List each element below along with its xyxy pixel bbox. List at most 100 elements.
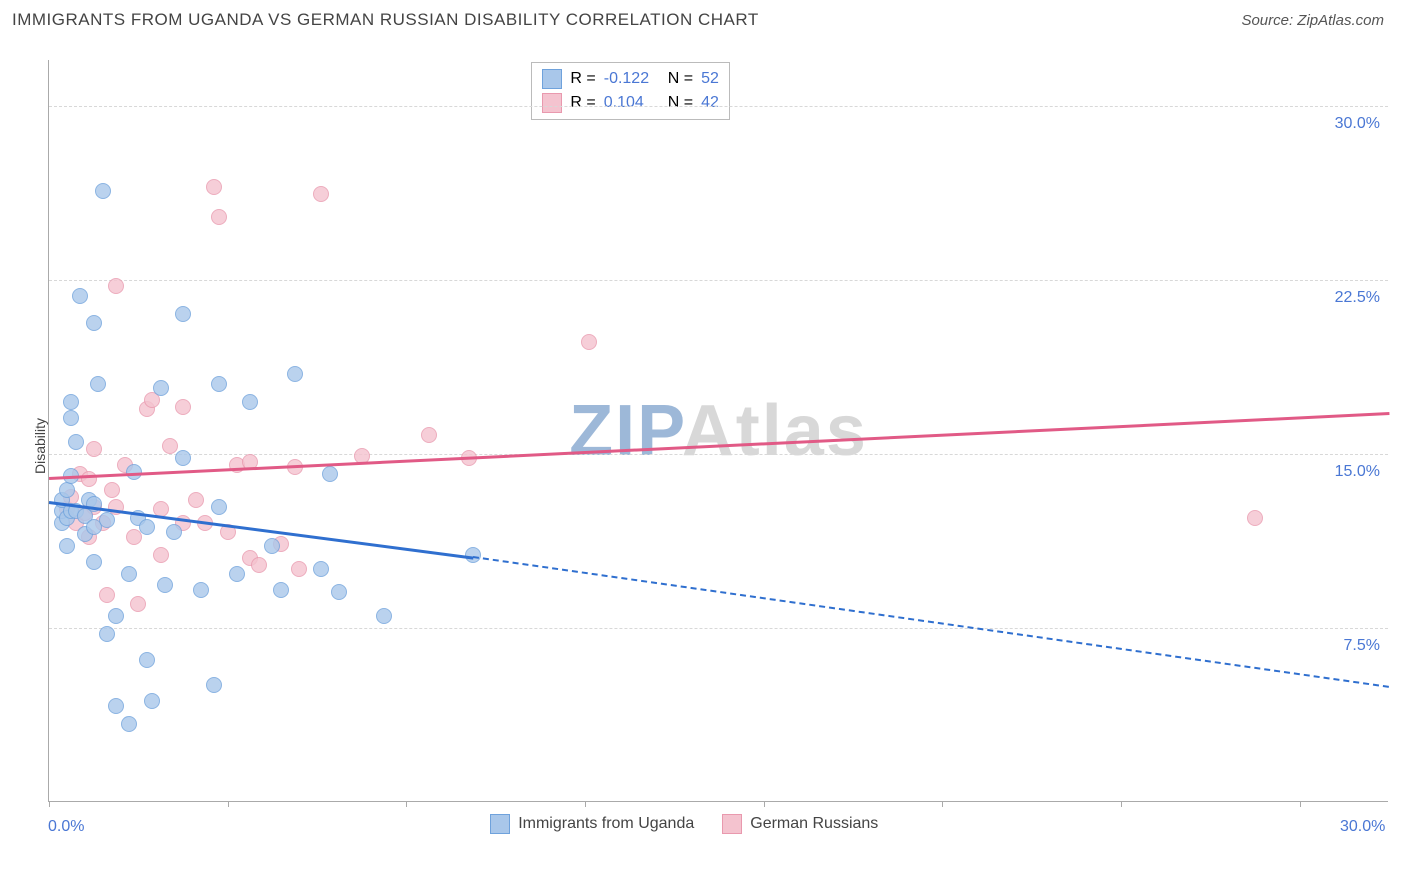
data-point <box>291 561 307 577</box>
r-value: 0.104 <box>604 94 660 112</box>
data-point <box>108 608 124 624</box>
legend-swatch <box>542 69 562 89</box>
data-point <box>68 434 84 450</box>
stats-legend-row: R = 0.104 N = 42 <box>542 91 718 115</box>
legend-swatch <box>542 93 562 113</box>
watermark: ZIPAtlas <box>569 390 868 472</box>
x-tick <box>228 801 229 807</box>
data-point <box>229 566 245 582</box>
data-point <box>211 376 227 392</box>
data-point <box>81 471 97 487</box>
legend-swatch <box>722 814 742 834</box>
legend-swatch <box>490 814 510 834</box>
x-axis-min-label: 0.0% <box>48 818 84 836</box>
data-point <box>121 716 137 732</box>
gridline <box>49 106 1388 107</box>
data-point <box>139 519 155 535</box>
data-point <box>104 482 120 498</box>
x-tick <box>406 801 407 807</box>
data-point <box>130 596 146 612</box>
data-point <box>144 693 160 709</box>
trend-line <box>49 501 474 559</box>
data-point <box>108 278 124 294</box>
data-point <box>193 582 209 598</box>
data-point <box>175 450 191 466</box>
data-point <box>331 584 347 600</box>
legend-item: German Russians <box>722 814 878 834</box>
stats-legend: R = -0.122 N = 52 R = 0.104 N = 42 <box>531 62 729 120</box>
data-point <box>90 376 106 392</box>
data-point <box>72 288 88 304</box>
x-tick <box>1121 801 1122 807</box>
trend-line-extrapolated <box>473 556 1389 688</box>
r-label: R = <box>570 94 595 112</box>
data-point <box>99 512 115 528</box>
x-axis-max-label: 30.0% <box>1340 818 1385 836</box>
data-point <box>264 538 280 554</box>
data-point <box>175 306 191 322</box>
y-tick-label: 30.0% <box>1335 115 1380 133</box>
data-point <box>322 466 338 482</box>
n-label: N = <box>668 70 693 88</box>
trend-line <box>49 412 1389 479</box>
data-point <box>86 441 102 457</box>
x-tick <box>942 801 943 807</box>
data-point <box>166 524 182 540</box>
data-point <box>273 582 289 598</box>
data-point <box>242 394 258 410</box>
data-point <box>86 554 102 570</box>
gridline <box>49 280 1388 281</box>
data-point <box>251 557 267 573</box>
data-point <box>59 538 75 554</box>
data-point <box>1247 510 1263 526</box>
r-value: -0.122 <box>604 70 660 88</box>
data-point <box>153 380 169 396</box>
data-point <box>376 608 392 624</box>
plot-container: ZIPAtlas R = -0.122 N = 52 R = 0.104 N = 42 7.5… <box>48 60 1388 802</box>
chart-title: IMMIGRANTS FROM UGANDA VS GERMAN RUSSIAN… <box>12 10 759 30</box>
data-point <box>313 561 329 577</box>
x-tick <box>764 801 765 807</box>
legend-label: German Russians <box>750 815 878 833</box>
data-point <box>86 315 102 331</box>
data-point <box>139 652 155 668</box>
data-point <box>99 626 115 642</box>
data-point <box>175 399 191 415</box>
data-point <box>206 179 222 195</box>
data-point <box>108 698 124 714</box>
stats-legend-row: R = -0.122 N = 52 <box>542 67 718 91</box>
y-axis-label: Disability <box>32 418 48 474</box>
data-point <box>313 186 329 202</box>
data-point <box>63 410 79 426</box>
x-tick <box>49 801 50 807</box>
r-label: R = <box>570 70 595 88</box>
y-tick-label: 15.0% <box>1335 463 1380 481</box>
x-tick <box>585 801 586 807</box>
data-point <box>421 427 437 443</box>
data-point <box>206 677 222 693</box>
data-point <box>153 547 169 563</box>
data-point <box>157 577 173 593</box>
data-point <box>59 482 75 498</box>
data-point <box>95 183 111 199</box>
data-point <box>63 394 79 410</box>
n-label: N = <box>668 94 693 112</box>
data-point <box>211 209 227 225</box>
y-tick-label: 7.5% <box>1344 637 1380 655</box>
x-tick <box>1300 801 1301 807</box>
legend-item: Immigrants from Uganda <box>490 814 694 834</box>
legend-label: Immigrants from Uganda <box>518 815 694 833</box>
data-point <box>121 566 137 582</box>
data-point <box>162 438 178 454</box>
series-legend: Immigrants from Uganda German Russians <box>490 814 878 834</box>
source-label: Source: ZipAtlas.com <box>1241 12 1384 29</box>
plot-area: ZIPAtlas R = -0.122 N = 52 R = 0.104 N = 42 7.5… <box>48 60 1388 802</box>
n-value: 42 <box>701 94 719 112</box>
n-value: 52 <box>701 70 719 88</box>
data-point <box>287 366 303 382</box>
data-point <box>188 492 204 508</box>
y-tick-label: 22.5% <box>1335 289 1380 307</box>
data-point <box>581 334 597 350</box>
data-point <box>99 587 115 603</box>
data-point <box>211 499 227 515</box>
